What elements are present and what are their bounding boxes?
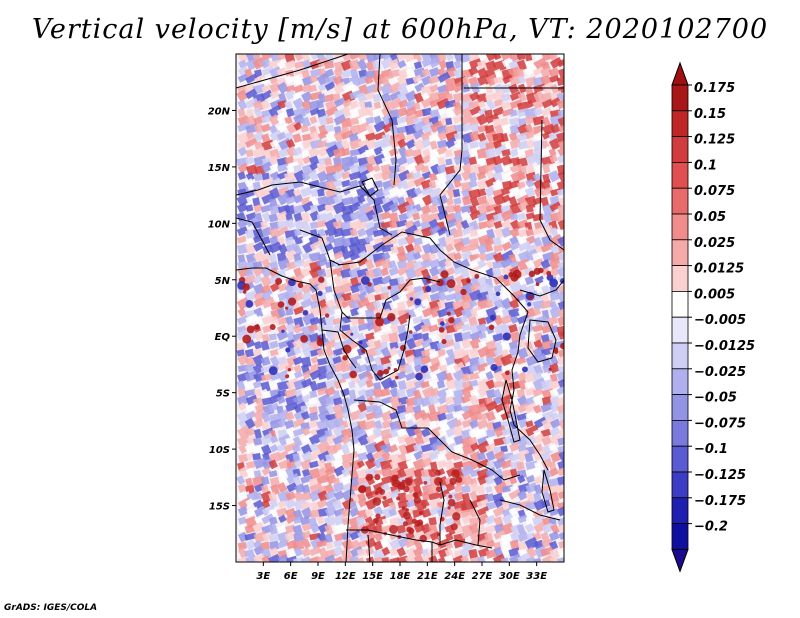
border-north-3 — [439, 54, 463, 236]
colorbar-swatch — [671, 213, 689, 241]
border-zambia — [439, 481, 445, 545]
colorbar-bottom-arrow — [671, 548, 689, 573]
x-tick-label: 21E — [417, 571, 438, 582]
colorbar-swatch — [671, 419, 689, 447]
colorbar: 0.175 0.15 0.125 0.1 0.075 0.05 0.025 0.0125 0.0… — [671, 61, 755, 573]
colorbar-label: 0.075 — [694, 184, 735, 199]
colorbar-label: −0.125 — [694, 468, 746, 483]
colorbar-swatch — [671, 316, 689, 344]
country-borders — [236, 54, 564, 562]
colorbar-label: −0.075 — [694, 416, 746, 431]
y-tick-label: 5N — [215, 276, 231, 287]
colorbar-swatch — [671, 471, 689, 499]
colorbar-label: 0.1 — [694, 158, 717, 173]
border-north-2 — [377, 54, 397, 186]
x-tick-label: 30E — [499, 571, 520, 582]
y-tick-label: EQ — [215, 332, 231, 343]
colorbar-swatch — [671, 239, 689, 267]
colorbar-swatch — [671, 445, 689, 473]
grads-footer: GrADS: IGES/COLA — [4, 603, 98, 613]
y-tick-label: 15N — [208, 163, 231, 174]
x-tick-label: 33E — [526, 571, 547, 582]
lake-malawi — [541, 469, 555, 513]
border-namibia — [367, 534, 371, 562]
lake-tanganyika — [501, 379, 521, 443]
x-tick-label: 3E — [256, 571, 270, 582]
border-car — [337, 231, 529, 313]
colorbar-label: −0.1 — [694, 442, 728, 457]
border-mid-2 — [236, 217, 271, 256]
border-north-1 — [236, 54, 349, 89]
border-east-1 — [539, 119, 564, 251]
colorbar-swatch — [671, 136, 689, 163]
lake-victoria — [527, 319, 557, 363]
colorbar-label: 0.0125 — [694, 262, 744, 277]
colorbar-swatch — [671, 342, 689, 370]
colorbar-label: 0.025 — [694, 236, 735, 251]
border-cameroon — [329, 259, 441, 319]
x-tick-label: 15E — [362, 571, 383, 582]
border-gabon — [321, 329, 357, 369]
x-tick-label: 27E — [472, 571, 493, 582]
border-congo — [339, 311, 411, 381]
colorbar-swatch — [671, 265, 689, 292]
colorbar-swatch — [671, 161, 689, 189]
colorbar-swatch — [671, 523, 689, 550]
chart-title: Vertical velocity [m/s] at 600hPa, VT: 2… — [31, 14, 769, 45]
colorbar-swatch — [671, 84, 689, 112]
border-sw-1 — [499, 499, 561, 521]
colorbar-label: −0.175 — [694, 494, 746, 509]
y-tick-label: 20N — [208, 106, 231, 117]
velocity-field — [236, 54, 564, 562]
lake-chad — [361, 177, 379, 197]
colorbar-label: 0.15 — [694, 107, 726, 122]
y-tick-label: 5S — [216, 389, 230, 400]
colorbar-swatch — [671, 394, 689, 421]
colorbar-label: 0.125 — [694, 133, 735, 148]
y-tick-label: 10S — [209, 445, 230, 456]
colorbar-swatch — [671, 290, 689, 318]
x-tick-label: 6E — [284, 571, 298, 582]
coastline-west-africa — [236, 267, 355, 562]
latitude-axis: 20N 15N 10N 5N EQ 5S 10S 15S — [208, 106, 236, 513]
colorbar-swatch — [671, 368, 689, 395]
y-tick-label: 15S — [209, 502, 230, 513]
colorbar-swatch — [671, 497, 689, 524]
colorbar-label: −0.0125 — [694, 339, 755, 354]
border-mid-1 — [236, 181, 393, 236]
border-mid-3 — [299, 229, 341, 266]
colorbar-top-arrow — [671, 61, 689, 86]
colorbar-label: −0.2 — [694, 520, 728, 535]
colorbar-label: −0.005 — [694, 313, 746, 328]
border-sw-2 — [469, 499, 481, 546]
colorbar-label: 0.005 — [694, 287, 735, 302]
colorbar-label: 0.175 — [694, 81, 735, 96]
colorbar-label: −0.05 — [694, 391, 737, 406]
colorbar-label: −0.025 — [694, 365, 746, 380]
x-tick-label: 12E — [335, 571, 356, 582]
colorbar-swatch — [671, 187, 689, 215]
border-east-2 — [519, 279, 564, 297]
x-tick-label: 24E — [444, 571, 465, 582]
colorbar-label: 0.05 — [694, 210, 726, 225]
x-tick-label: 18E — [390, 571, 411, 582]
longitude-axis: 3E 6E 9E 12E 15E 18E 21E 24E 27E 30E 33E — [256, 562, 547, 582]
y-tick-label: 10N — [208, 219, 231, 230]
colorbar-swatch — [671, 110, 689, 138]
border-drc-south — [353, 399, 521, 481]
x-tick-label: 9E — [311, 571, 325, 582]
